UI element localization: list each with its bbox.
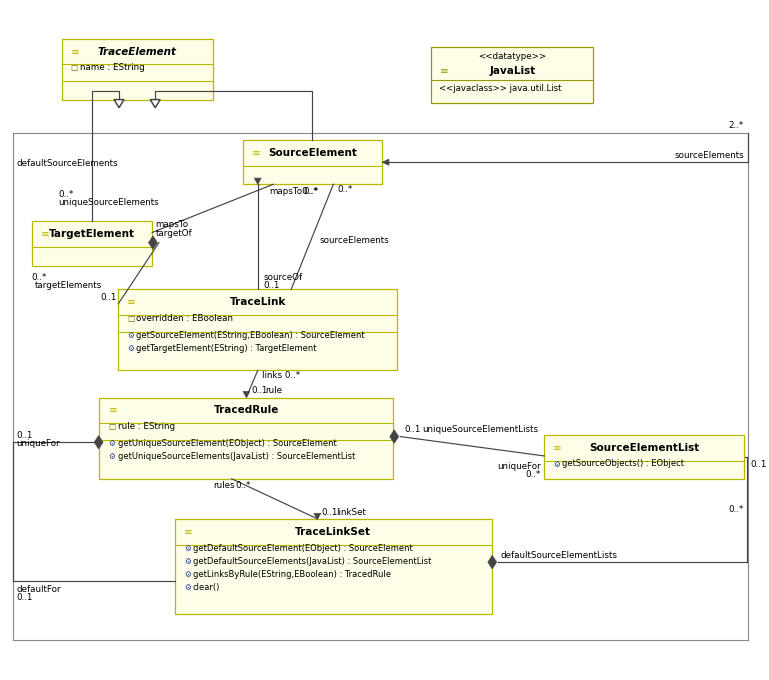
Text: rule: rule [265,386,282,395]
Polygon shape [150,99,160,107]
Text: ⚙: ⚙ [108,439,115,448]
Bar [99,398,394,479]
Text: TracedRule: TracedRule [214,405,279,415]
Text: 0..*: 0..* [32,273,47,282]
Text: clear(): clear() [193,583,220,592]
Text: TargetElement: TargetElement [49,229,135,239]
Text: getSourceElement(EString,EBoolean) : SourceElement: getSourceElement(EString,EBoolean) : Sou… [136,330,365,340]
Text: sourceElements: sourceElements [320,235,390,245]
Text: uniqueFor: uniqueFor [497,462,541,471]
Text: getLinksByRule(EString,EBoolean) : TracedRule: getLinksByRule(EString,EBoolean) : Trace… [193,570,391,579]
Text: 0..1: 0..1 [16,431,33,440]
Text: <<javaclass>> java.util.List: <<javaclass>> java.util.List [439,84,561,92]
Text: ≡: ≡ [41,229,49,239]
Text: 2..*: 2..* [729,121,744,130]
Text: ≡: ≡ [184,527,192,537]
Text: defaultSourceElementLists: defaultSourceElementLists [501,551,618,560]
Text: ⚙: ⚙ [184,557,191,566]
Text: 0..1: 0..1 [322,508,338,517]
Text: <<datatype>>: <<datatype>> [478,52,546,61]
Text: ≡: ≡ [71,46,79,56]
Polygon shape [114,99,124,107]
Text: name : EString: name : EString [80,63,145,72]
Text: ⚙: ⚙ [554,460,560,469]
Bar [118,289,398,371]
Polygon shape [390,430,398,443]
Text: mapsTo: mapsTo [155,220,188,229]
Bar [32,222,152,265]
Polygon shape [148,236,158,250]
Text: TraceElement: TraceElement [98,46,177,56]
Polygon shape [255,178,261,184]
Text: 0..*: 0..* [337,185,352,194]
Text: sourceElements: sourceElements [674,151,744,160]
Text: rules: rules [213,481,235,490]
Text: linkSet: linkSet [336,508,366,517]
Polygon shape [488,556,497,569]
Text: getUniqueSourceElements(JavaList) : SourceElementList: getUniqueSourceElements(JavaList) : Sour… [118,452,355,461]
Text: TraceLink: TraceLink [230,297,286,307]
Bar [62,39,212,99]
Bar [175,520,491,614]
Text: targetElements: targetElements [35,282,102,290]
Text: ⚙: ⚙ [184,544,191,553]
Text: uniqueFor: uniqueFor [16,439,60,448]
Text: 0..1: 0..1 [750,460,767,469]
Text: TraceLinkSet: TraceLinkSet [295,527,371,537]
Text: SourceElementList: SourceElementList [589,443,699,453]
Polygon shape [95,436,103,449]
Text: rule : EString: rule : EString [118,422,175,431]
Text: uniqueSourceElementLists: uniqueSourceElementLists [422,425,538,435]
Text: ≡: ≡ [554,443,562,453]
Text: □: □ [128,314,135,323]
Text: 0..*: 0..* [58,190,73,199]
Text: getUniqueSourceElement(EObject) : SourceElement: getUniqueSourceElement(EObject) : Source… [118,439,336,448]
Text: 0..1: 0..1 [16,593,33,602]
Text: 0..*: 0..* [729,505,744,514]
Text: uniqueSourceElements: uniqueSourceElements [58,198,158,207]
Text: 0..1: 0..1 [101,292,117,301]
Text: 0..*: 0..* [525,470,541,479]
Text: defaultFor: defaultFor [16,585,61,594]
Text: 0..*: 0..* [235,481,251,490]
Bar [243,140,382,184]
Text: □: □ [71,63,78,72]
Text: ≡: ≡ [251,148,261,158]
Text: sourceOf: sourceOf [263,273,302,282]
Text: getDefaultSourceElement(EObject) : SourceElement: getDefaultSourceElement(EObject) : Sourc… [193,544,413,553]
Polygon shape [243,392,250,398]
Bar [431,48,594,103]
Text: getTargetElement(EString) : TargetElement: getTargetElement(EString) : TargetElemen… [136,343,317,353]
Bar [544,435,744,479]
Polygon shape [314,513,321,520]
Text: ⚙: ⚙ [184,583,191,592]
Text: ⚙: ⚙ [128,343,134,353]
Text: targetOf: targetOf [156,229,192,238]
Text: SourceElement: SourceElement [268,148,357,158]
Text: links 0..*: links 0..* [262,371,301,380]
Text: ≡: ≡ [440,66,449,76]
Text: getDefaultSourceElements(JavaList) : SourceElementList: getDefaultSourceElements(JavaList) : Sou… [193,557,431,566]
Text: 0..1: 0..1 [404,425,421,435]
Polygon shape [382,159,389,165]
Text: ⚙: ⚙ [184,570,191,579]
Text: ≡: ≡ [128,297,136,307]
Text: ⚙: ⚙ [128,330,134,340]
Text: JavaList: JavaList [489,66,535,76]
Text: getSourceObjects() : EObject: getSourceObjects() : EObject [562,460,684,469]
Text: ⚙: ⚙ [108,452,115,461]
Text: mapsTo0..*: mapsTo0..* [270,186,318,196]
Text: overridden : EBoolean: overridden : EBoolean [136,314,233,323]
Text: 0..1: 0..1 [263,281,279,290]
Text: □: □ [108,422,115,431]
Text: defaultSourceElements: defaultSourceElements [16,159,118,169]
Text: ≡: ≡ [108,405,117,415]
Text: 0..1: 0..1 [251,386,268,395]
Text: 0..*: 0..* [304,186,319,196]
